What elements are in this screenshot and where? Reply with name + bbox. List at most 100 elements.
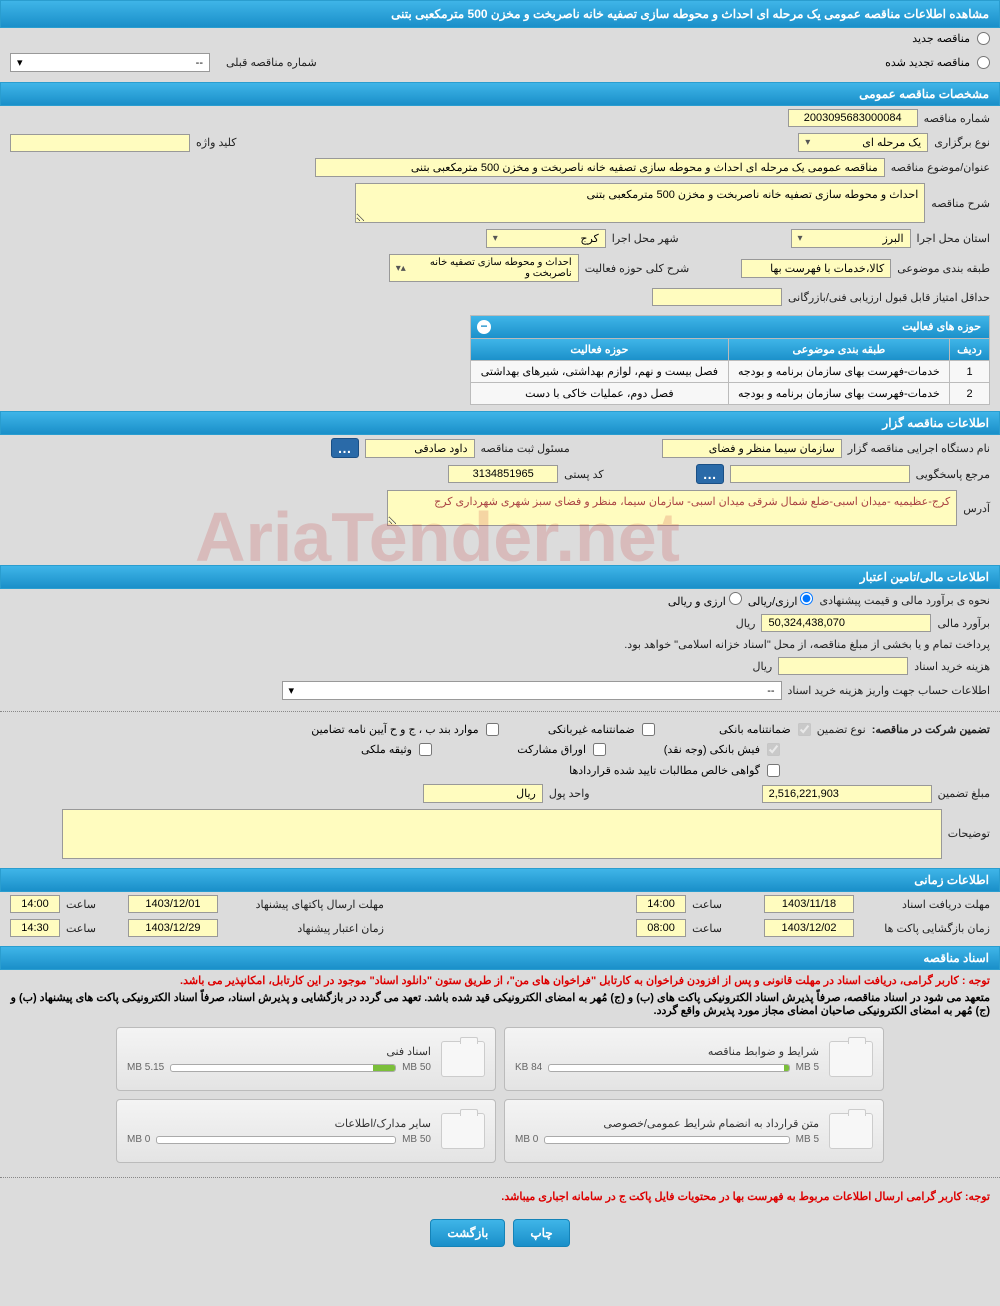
doc-title: متن قرارداد به انضمام شرایط عمومی/خصوصی [515,1117,819,1130]
cb-label: ضمانتنامه غیربانکی [548,723,635,736]
cb-net-receivables[interactable] [767,764,780,777]
progress-bar [548,1064,789,1072]
cb-bank-guarantee[interactable] [798,723,811,736]
radio-new-label: مناقصه جدید [912,32,970,45]
ref-value[interactable] [730,465,910,483]
unit-rial: ریال [752,660,772,673]
province-value: البرز [882,232,903,245]
desc-value[interactable]: احداث و محوطه سازی تصفیه خانه ناصربخت و … [355,183,925,223]
currency-unit-label: واحد پول [549,787,590,800]
keyword-label: کلید واژه [196,136,236,149]
doc-grid: شرایط و ضوابط مناقصه 5 MB84 KB اسناد فنی… [0,1021,1000,1169]
category-value: کالا،خدمات با فهرست بها [741,259,891,278]
col-row: ردیف [950,339,990,361]
cb-label: اوراق مشارکت [517,743,586,756]
doc-total: 5 MB [796,1062,819,1073]
cell: خدمات-فهرست بهای سازمان برنامه و بودجه [728,383,949,405]
deposit-info-label: اطلاعات حساب جهت واریز هزینه خرید اسناد [788,684,990,697]
doc-used: 5.15 MB [127,1062,164,1073]
doc-cost-value[interactable] [778,657,908,675]
section-finance: اطلاعات مالی/تامین اعتبار [0,565,1000,589]
cb-property-pledge[interactable] [419,743,432,756]
time-label: ساعت [66,898,96,911]
type-select[interactable]: یک مرحله ای▾ [798,133,928,152]
min-score-label: حداقل امتیاز قابل قبول ارزیابی فنی/بازرگ… [788,291,990,304]
activity-desc-label: شرح کلی حوزه فعالیت [585,262,690,275]
exec-value: سازمان سیما منظر و فضای [662,439,842,458]
subject-value: مناقصه عمومی یک مرحله ای احداث و محوطه س… [315,158,885,177]
exec-label: نام دستگاه اجرایی مناقصه گزار [848,442,990,455]
cell: 1 [950,361,990,383]
separator [0,711,1000,712]
section-organizer: اطلاعات مناقصه گزار [0,411,1000,435]
radio-currency1[interactable]: ارزی/ریالی [748,592,814,608]
cb-label: گواهی خالص مطالبات تایید شده قراردادها [569,764,760,777]
time-label: ساعت [692,898,722,911]
open-pkg-label: زمان بازگشایی پاکت ها [860,922,990,935]
lookup-button[interactable]: … [696,464,724,484]
addr-value[interactable]: کرج-عظیمیه -میدان اسبی-ضلع شمال شرقی مید… [387,490,957,526]
progress-bar [156,1136,396,1144]
doc-card[interactable]: سایر مدارک/اطلاعات 50 MB0 MB [116,1099,496,1163]
notes-textarea[interactable] [62,809,942,859]
doc-deadline-label: مهلت دریافت اسناد [860,898,990,911]
ref-label: مرجع پاسخگویی [916,468,990,481]
province-select[interactable]: البرز▾ [791,229,911,248]
section-docs: اسناد مناقصه [0,946,1000,970]
docs-note-red: توجه : کاربر گرامی، دریافت اسناد در مهلت… [0,970,1000,991]
col-category: طبقه بندی موضوعی [728,339,949,361]
cb-bylaw-items[interactable] [486,723,499,736]
unit-rial: ریال [736,617,756,630]
radio-currency1-label: ارزی/ریالی [748,596,798,608]
doc-card[interactable]: شرایط و ضوابط مناقصه 5 MB84 KB [504,1027,884,1091]
guarantee-label: تضمین شرکت در مناقصه: [872,723,990,736]
docs-note-black: متعهد می شود در اسناد مناقصه، صرفاً پذیر… [0,991,1000,1021]
guarantee-amount-value: 2,516,221,903 [762,785,932,803]
tender-no-label: شماره مناقصه [924,112,990,125]
open-pkg-date: 1403/12/02 [764,919,854,937]
addr-label: آدرس [963,490,990,515]
cb-bank-receipt[interactable] [767,743,780,756]
chevron-down-icon: ▴▾ [396,263,406,274]
post-value: 3134851965 [448,465,558,483]
radio-new[interactable]: مناقصه جدید [912,32,990,45]
cb-nonbank-guarantee[interactable] [642,723,655,736]
lookup-button[interactable]: … [331,438,359,458]
guarantee-type-label: نوع تضمین [817,723,866,736]
doc-title: اسناد فنی [127,1045,431,1058]
keyword-value[interactable] [10,134,190,152]
radio-currency2[interactable]: ارزی و ریالی [668,592,742,608]
folder-icon [829,1113,873,1149]
type-label: نوع برگزاری [934,136,990,149]
min-score-value[interactable] [652,288,782,306]
doc-card[interactable]: اسناد فنی 50 MB5.15 MB [116,1027,496,1091]
type-value: یک مرحله ای [862,136,921,149]
chevron-down-icon: ▾ [289,684,295,697]
collapse-icon[interactable]: − [477,320,491,334]
print-button[interactable]: چاپ [513,1219,569,1247]
city-select[interactable]: کرج▾ [486,229,606,248]
prev-number-select[interactable]: --▾ [10,53,210,72]
desc-label: شرح مناقصه [931,183,990,210]
back-button[interactable]: بازگشت [430,1219,505,1247]
cb-participation-bonds[interactable] [593,743,606,756]
prev-number-label: شماره مناقصه قبلی [226,56,317,69]
payment-note: پرداخت تمام و یا بخشی از مبلغ مناقصه، از… [624,638,990,651]
doc-used: 84 KB [515,1062,542,1073]
cell: فصل دوم، عملیات خاکی با دست [471,383,729,405]
activity-desc-select[interactable]: احداث و محوطه سازی تصفیه خانه ناصربخت و▴… [389,254,579,282]
cb-label: ضمانتنامه بانکی [719,723,791,736]
doc-card[interactable]: متن قرارداد به انضمام شرایط عمومی/خصوصی … [504,1099,884,1163]
col-field: حوزه فعالیت [471,339,729,361]
validity-time: 14:30 [10,919,60,937]
category-label: طبقه بندی موضوعی [897,262,990,275]
doc-cost-label: هزینه خرید اسناد [914,660,990,673]
doc-used: 0 MB [515,1134,538,1145]
cell: خدمات-فهرست بهای سازمان برنامه و بودجه [728,361,949,383]
open-pkg-time: 08:00 [636,919,686,937]
deposit-info-value: -- [767,685,774,697]
deposit-info-select[interactable]: -- ▾ [282,681,782,700]
folder-icon [441,1041,485,1077]
doc-title: سایر مدارک/اطلاعات [127,1117,431,1130]
radio-renewed[interactable]: مناقصه تجدید شده [885,56,990,69]
